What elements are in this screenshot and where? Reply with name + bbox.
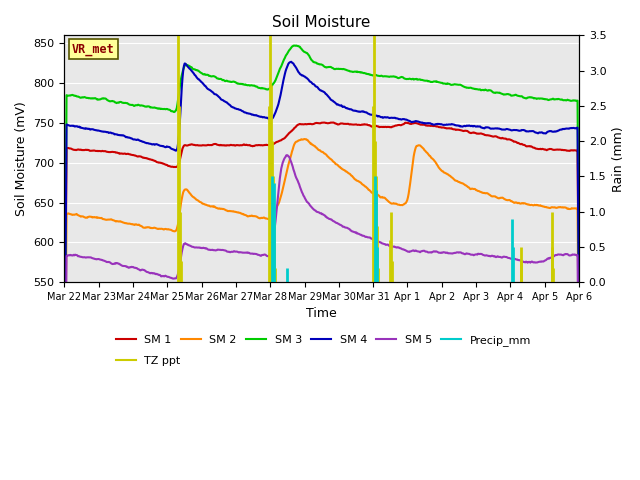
Y-axis label: Rain (mm): Rain (mm) xyxy=(612,126,625,192)
Title: Soil Moisture: Soil Moisture xyxy=(273,15,371,30)
Text: VR_met: VR_met xyxy=(72,43,115,56)
X-axis label: Time: Time xyxy=(307,307,337,320)
Y-axis label: Soil Moisture (mV): Soil Moisture (mV) xyxy=(15,101,28,216)
Legend: TZ ppt: TZ ppt xyxy=(111,351,185,371)
